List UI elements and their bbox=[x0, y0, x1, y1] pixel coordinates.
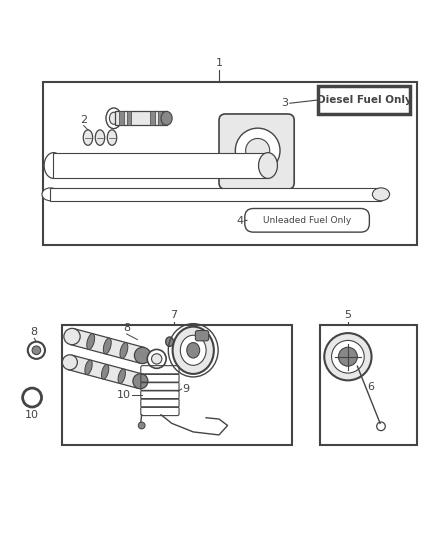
Bar bbox=[320, 325, 417, 445]
Ellipse shape bbox=[44, 152, 63, 179]
Ellipse shape bbox=[95, 130, 105, 146]
FancyBboxPatch shape bbox=[195, 330, 208, 341]
Text: 5: 5 bbox=[344, 310, 351, 320]
Polygon shape bbox=[70, 329, 145, 364]
Ellipse shape bbox=[152, 354, 162, 364]
Ellipse shape bbox=[64, 328, 80, 345]
Bar bbox=[119, 111, 124, 125]
Bar bbox=[115, 111, 166, 125]
Ellipse shape bbox=[173, 327, 214, 374]
Ellipse shape bbox=[118, 369, 125, 384]
Ellipse shape bbox=[147, 350, 166, 368]
Ellipse shape bbox=[134, 348, 151, 364]
Ellipse shape bbox=[138, 422, 145, 429]
Ellipse shape bbox=[324, 333, 371, 381]
FancyBboxPatch shape bbox=[245, 208, 369, 232]
Polygon shape bbox=[68, 355, 142, 389]
Ellipse shape bbox=[32, 346, 41, 354]
Text: 3: 3 bbox=[281, 98, 288, 108]
Ellipse shape bbox=[133, 374, 148, 389]
Ellipse shape bbox=[246, 139, 270, 163]
Ellipse shape bbox=[120, 343, 128, 358]
Text: 1: 1 bbox=[215, 58, 223, 68]
Bar bbox=[150, 111, 155, 125]
Bar bbox=[318, 86, 410, 114]
Ellipse shape bbox=[87, 334, 95, 350]
Ellipse shape bbox=[28, 342, 45, 359]
Text: Diesel Fuel Only: Diesel Fuel Only bbox=[317, 95, 411, 105]
Bar bbox=[158, 111, 162, 125]
Ellipse shape bbox=[187, 343, 200, 358]
Text: 7: 7 bbox=[170, 310, 177, 320]
Text: 10: 10 bbox=[25, 410, 39, 421]
Ellipse shape bbox=[161, 111, 172, 125]
Ellipse shape bbox=[85, 360, 92, 375]
FancyBboxPatch shape bbox=[219, 114, 294, 189]
Text: 9: 9 bbox=[183, 384, 190, 394]
Ellipse shape bbox=[103, 338, 111, 354]
Ellipse shape bbox=[106, 108, 121, 128]
Text: 8: 8 bbox=[31, 327, 38, 337]
Ellipse shape bbox=[102, 365, 109, 379]
Ellipse shape bbox=[83, 130, 93, 146]
Text: 10: 10 bbox=[117, 390, 131, 400]
Text: Unleaded Fuel Only: Unleaded Fuel Only bbox=[263, 216, 351, 225]
Ellipse shape bbox=[62, 355, 78, 370]
Text: 2: 2 bbox=[80, 115, 87, 125]
Bar bbox=[53, 152, 268, 179]
Text: 8: 8 bbox=[123, 323, 130, 333]
Ellipse shape bbox=[339, 348, 357, 366]
Text: 4: 4 bbox=[237, 215, 244, 225]
Ellipse shape bbox=[110, 112, 118, 124]
Ellipse shape bbox=[332, 341, 364, 373]
Bar bbox=[127, 111, 131, 125]
Bar bbox=[62, 325, 292, 445]
Ellipse shape bbox=[42, 188, 59, 201]
Ellipse shape bbox=[166, 337, 173, 346]
Ellipse shape bbox=[180, 335, 206, 365]
Bar bbox=[43, 82, 417, 245]
Ellipse shape bbox=[377, 422, 385, 431]
Text: 6: 6 bbox=[367, 382, 374, 392]
Bar bbox=[50, 188, 381, 201]
Ellipse shape bbox=[258, 152, 277, 179]
Ellipse shape bbox=[235, 128, 280, 173]
Ellipse shape bbox=[107, 130, 117, 146]
Ellipse shape bbox=[372, 188, 389, 201]
